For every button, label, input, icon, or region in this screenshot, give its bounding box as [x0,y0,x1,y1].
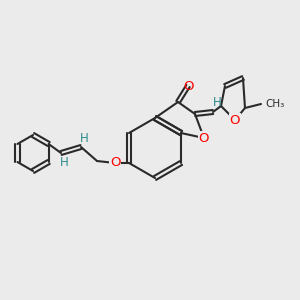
Text: H: H [60,155,68,169]
Text: CH₃: CH₃ [265,99,284,109]
Text: H: H [80,131,88,145]
Text: O: O [199,131,209,145]
Text: O: O [230,113,240,127]
Text: O: O [183,80,193,92]
Text: O: O [110,157,120,169]
Text: H: H [213,97,221,110]
